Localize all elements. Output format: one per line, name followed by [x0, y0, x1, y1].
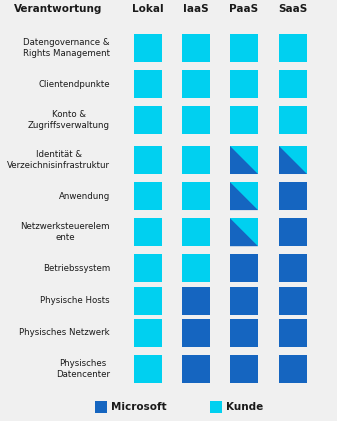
Bar: [182, 355, 210, 383]
Text: Datengovernance &
Rights Management: Datengovernance & Rights Management: [23, 38, 110, 58]
Bar: [230, 70, 258, 98]
Text: Physisches
Datencenter: Physisches Datencenter: [56, 359, 110, 379]
Bar: [134, 218, 162, 246]
Bar: [230, 34, 258, 62]
Bar: [134, 319, 162, 347]
Bar: [182, 146, 210, 174]
Bar: [230, 319, 258, 347]
Bar: [230, 355, 258, 383]
Bar: [134, 106, 162, 134]
Bar: [230, 146, 258, 174]
Bar: [230, 182, 258, 210]
Bar: [95, 401, 107, 413]
Bar: [134, 34, 162, 62]
Bar: [134, 355, 162, 383]
Text: PaaS: PaaS: [229, 4, 258, 14]
Bar: [182, 70, 210, 98]
Polygon shape: [230, 182, 258, 210]
Bar: [279, 106, 307, 134]
Bar: [182, 319, 210, 347]
Bar: [279, 218, 307, 246]
Text: Microsoft: Microsoft: [111, 402, 166, 412]
Text: Netzwerksteuerelem
ente: Netzwerksteuerelem ente: [21, 222, 110, 242]
Text: Physische Hosts: Physische Hosts: [40, 296, 110, 305]
Bar: [134, 287, 162, 314]
Text: Kunde: Kunde: [226, 402, 263, 412]
Bar: [279, 319, 307, 347]
Text: Anwendung: Anwendung: [59, 192, 110, 201]
Bar: [279, 254, 307, 282]
Bar: [230, 106, 258, 134]
Bar: [279, 182, 307, 210]
Bar: [230, 254, 258, 282]
Text: Betriebssystem: Betriebssystem: [43, 264, 110, 273]
Bar: [279, 70, 307, 98]
Polygon shape: [279, 146, 307, 174]
Bar: [134, 70, 162, 98]
Bar: [210, 401, 222, 413]
Bar: [182, 106, 210, 134]
Text: Physisches Netzwerk: Physisches Netzwerk: [19, 328, 110, 338]
Text: Konto &
Zugriffsverwaltung: Konto & Zugriffsverwaltung: [28, 110, 110, 130]
Bar: [230, 287, 258, 314]
Bar: [182, 287, 210, 314]
Bar: [182, 34, 210, 62]
Bar: [134, 254, 162, 282]
Bar: [134, 146, 162, 174]
Bar: [279, 146, 307, 174]
Polygon shape: [230, 146, 258, 174]
Text: SaaS: SaaS: [278, 4, 308, 14]
Bar: [182, 218, 210, 246]
Bar: [230, 218, 258, 246]
Bar: [279, 34, 307, 62]
Text: Verantwortung: Verantwortung: [14, 4, 103, 14]
Bar: [182, 254, 210, 282]
Polygon shape: [230, 218, 258, 246]
Text: Identität &
Verzeichnisinfrastruktur: Identität & Verzeichnisinfrastruktur: [7, 150, 110, 170]
Bar: [279, 287, 307, 314]
Text: IaaS: IaaS: [183, 4, 209, 14]
Bar: [279, 355, 307, 383]
Text: Lokal: Lokal: [132, 4, 164, 14]
Bar: [182, 182, 210, 210]
Text: Clientendpunkte: Clientendpunkte: [38, 80, 110, 88]
Bar: [134, 182, 162, 210]
